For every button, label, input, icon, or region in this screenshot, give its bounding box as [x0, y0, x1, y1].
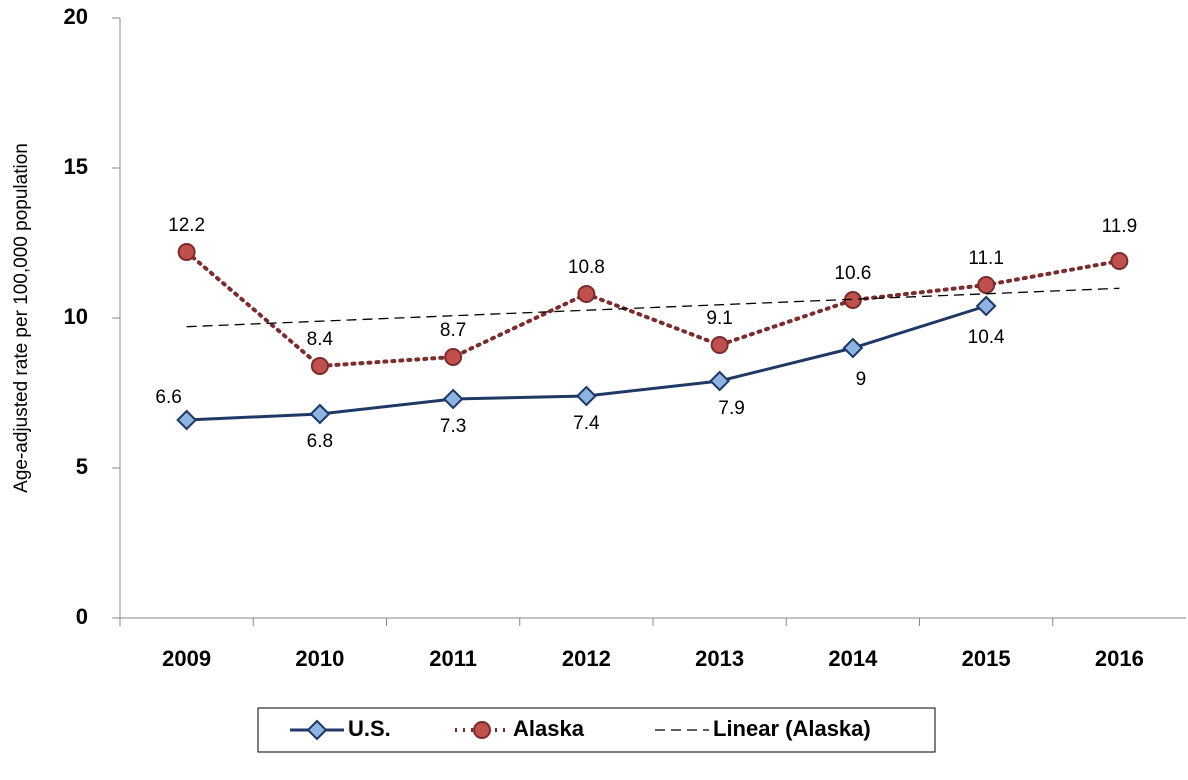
- data-point: [176, 409, 198, 431]
- data-point: [444, 348, 463, 366]
- y-tick-label: 10: [64, 304, 88, 329]
- data-point: [177, 243, 196, 261]
- x-tick-label: 2014: [828, 646, 878, 671]
- legend-label: U.S.: [348, 716, 391, 741]
- value-label: 9.1: [706, 308, 732, 329]
- x-tick-label: 2010: [295, 646, 344, 671]
- y-tick-label: 0: [76, 604, 88, 629]
- value-label: 7.9: [718, 398, 744, 419]
- data-point: [577, 285, 596, 303]
- y-tick-label: 15: [64, 154, 88, 179]
- series-line: [184, 250, 1122, 369]
- value-label: 11.9: [1102, 216, 1138, 237]
- data-point: [975, 295, 997, 317]
- value-label: 12.2: [168, 215, 205, 236]
- data-point: [309, 403, 331, 425]
- y-tick-label: 20: [64, 4, 88, 29]
- value-label: 8.7: [440, 320, 466, 341]
- legend-box: [257, 707, 936, 753]
- value-label: 9: [856, 369, 867, 390]
- x-tick-label: 2015: [962, 646, 1011, 671]
- data-point: [709, 370, 731, 392]
- value-label: 7.3: [440, 416, 466, 437]
- x-tick-label: 2011: [429, 646, 477, 671]
- trend-line: [186, 287, 1120, 328]
- data-point: [310, 357, 329, 375]
- value-label: 6.6: [155, 387, 181, 408]
- legend-marker: [306, 719, 328, 741]
- data-point: [977, 276, 996, 294]
- legend-label: Linear (Alaska): [713, 716, 871, 741]
- x-tick-label: 2013: [695, 646, 744, 671]
- data-point: [575, 385, 597, 407]
- y-axis-label: Age-adjusted rate per 100,000 population: [11, 143, 32, 493]
- x-tick-label: 2009: [162, 646, 211, 671]
- legend-marker: [473, 721, 491, 739]
- data-point: [842, 337, 864, 359]
- value-label: 10.4: [968, 327, 1005, 348]
- value-label: 11.1: [968, 248, 1004, 269]
- data-point: [710, 336, 729, 354]
- data-point: [1110, 252, 1129, 270]
- x-tick-label: 2012: [562, 646, 611, 671]
- value-label: 7.4: [573, 413, 600, 434]
- value-label: 10.6: [834, 263, 871, 284]
- x-tick-label: 2016: [1095, 646, 1144, 671]
- value-label: 8.4: [307, 329, 334, 350]
- data-point: [442, 388, 464, 410]
- legend-label: Alaska: [513, 716, 585, 741]
- value-label: 10.8: [568, 257, 605, 278]
- value-label: 6.8: [307, 431, 333, 452]
- y-tick-label: 5: [76, 454, 88, 479]
